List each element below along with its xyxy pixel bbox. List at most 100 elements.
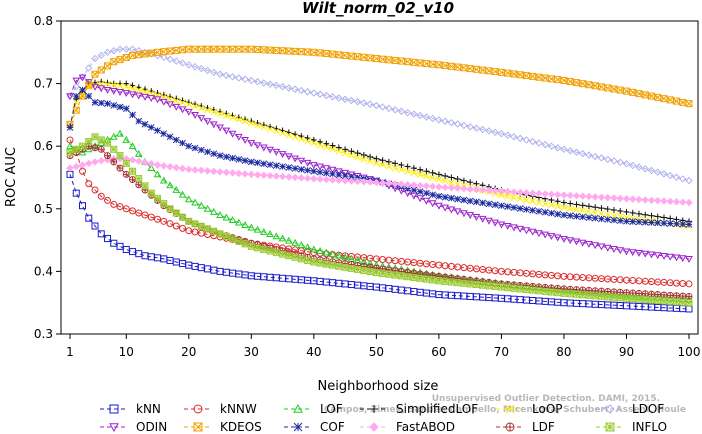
data-point-inflo: [66, 148, 74, 156]
series-odin: [66, 74, 693, 263]
data-point-cof: [316, 168, 324, 176]
data-point-odin: [228, 130, 237, 138]
data-point-odin: [297, 157, 306, 165]
data-point-simplifiedlof: [398, 161, 405, 168]
data-point-ldof: [385, 104, 393, 113]
data-point-ldof: [347, 96, 356, 105]
data-point-loop: [604, 211, 612, 218]
data-point-odin: [134, 92, 143, 100]
data-point-inflo: [622, 294, 630, 302]
data-point-loop: [222, 112, 230, 119]
data-point-cof: [235, 155, 243, 163]
data-point-odin: [628, 249, 637, 257]
data-point-cof: [516, 205, 524, 212]
data-point-loop: [504, 192, 512, 200]
x-tick-label: 1: [66, 345, 74, 359]
data-point-odin: [491, 219, 500, 227]
data-point-knnw: [179, 224, 187, 232]
data-point-ldof: [460, 121, 468, 130]
data-point-loop: [235, 115, 243, 123]
data-point-lof: [322, 248, 331, 256]
data-point-simplifiedlof: [604, 206, 611, 213]
legend-entry-lof: LOF: [284, 402, 343, 416]
data-point-ldof: [672, 173, 681, 181]
data-point-odin: [497, 221, 506, 229]
data-point-fastabod: [641, 196, 649, 204]
data-point-cof: [466, 197, 474, 205]
data-point-ldof: [435, 116, 443, 124]
data-point-loop: [216, 110, 224, 118]
data-point-ldf: [110, 158, 118, 166]
data-point-fastabod: [66, 164, 74, 172]
data-point-cof: [416, 188, 424, 195]
data-point-inflo: [522, 286, 530, 294]
data-point-simplifiedlof: [110, 80, 117, 87]
data-point-ldof: [591, 152, 599, 161]
data-point-odin: [660, 252, 668, 260]
data-point-ldof: [72, 83, 80, 91]
data-point-lof: [241, 221, 249, 228]
data-point-cof: [579, 213, 587, 221]
data-point-loop: [185, 100, 193, 108]
data-point-inflo: [579, 291, 587, 299]
x-tick-label: 80: [556, 345, 571, 359]
data-point-cof: [441, 193, 449, 201]
legend: kNN kNNW LOF SimplifiedLOF LoOP LDOF ODIN KDEOS…: [100, 402, 667, 434]
data-point-cof: [291, 165, 299, 172]
data-point-kdeos: [210, 45, 218, 53]
data-point-fastabod: [478, 186, 487, 194]
data-point-cof: [504, 203, 512, 210]
data-point-inflo: [685, 299, 693, 307]
data-point-fastabod: [203, 167, 212, 175]
data-point-inflo: [291, 253, 299, 261]
data-point-inflo: [641, 296, 649, 304]
data-point-lof: [66, 142, 74, 150]
data-point-knnw: [147, 213, 155, 221]
data-point-inflo: [497, 283, 505, 291]
legend-label: ODIN: [136, 420, 167, 434]
data-point-lof: [178, 190, 187, 198]
data-point-knnw: [154, 215, 162, 223]
data-point-fastabod: [85, 159, 93, 168]
data-point-inflo: [510, 284, 518, 292]
legend-marker-simplifiedlof: [370, 405, 378, 413]
data-point-loop: [416, 171, 424, 178]
data-point-ldof: [641, 165, 649, 173]
data-point-ldof: [285, 84, 293, 92]
data-point-cof: [191, 144, 199, 152]
data-point-ldof: [235, 74, 243, 82]
data-point-ldof: [85, 64, 93, 72]
data-point-knnw: [141, 211, 149, 219]
data-point-loop: [373, 159, 380, 167]
data-point-odin: [209, 121, 218, 129]
legend-marker-loop: [505, 404, 515, 414]
data-point-fastabod: [403, 180, 412, 189]
data-point-knn: [85, 214, 93, 222]
data-point-inflo: [335, 262, 343, 270]
data-point-fastabod: [635, 195, 643, 204]
data-point-odin: [410, 192, 418, 200]
data-point-cof: [566, 212, 574, 220]
data-point-lof: [297, 241, 306, 249]
data-point-loop: [348, 151, 355, 159]
data-point-odin: [528, 228, 537, 236]
data-point-cof: [685, 221, 693, 228]
data-point-lof: [172, 185, 181, 193]
data-point-inflo: [110, 145, 118, 153]
data-point-cof: [216, 152, 224, 159]
data-point-odin: [641, 250, 650, 258]
data-point-fastabod: [153, 161, 162, 169]
data-point-ldof: [272, 81, 281, 90]
legend-entry-ldof: LDOF: [596, 402, 664, 416]
data-point-cof: [297, 166, 305, 173]
series-line-knn: [69, 174, 690, 310]
data-point-inflo: [597, 292, 605, 300]
data-point-odin: [585, 240, 593, 248]
data-point-inflo: [472, 281, 480, 289]
data-point-fastabod: [285, 173, 293, 181]
data-point-loop: [573, 206, 580, 213]
data-point-odin: [247, 140, 256, 148]
data-point-fastabod: [360, 178, 368, 186]
data-point-simplifiedlof: [323, 140, 330, 147]
